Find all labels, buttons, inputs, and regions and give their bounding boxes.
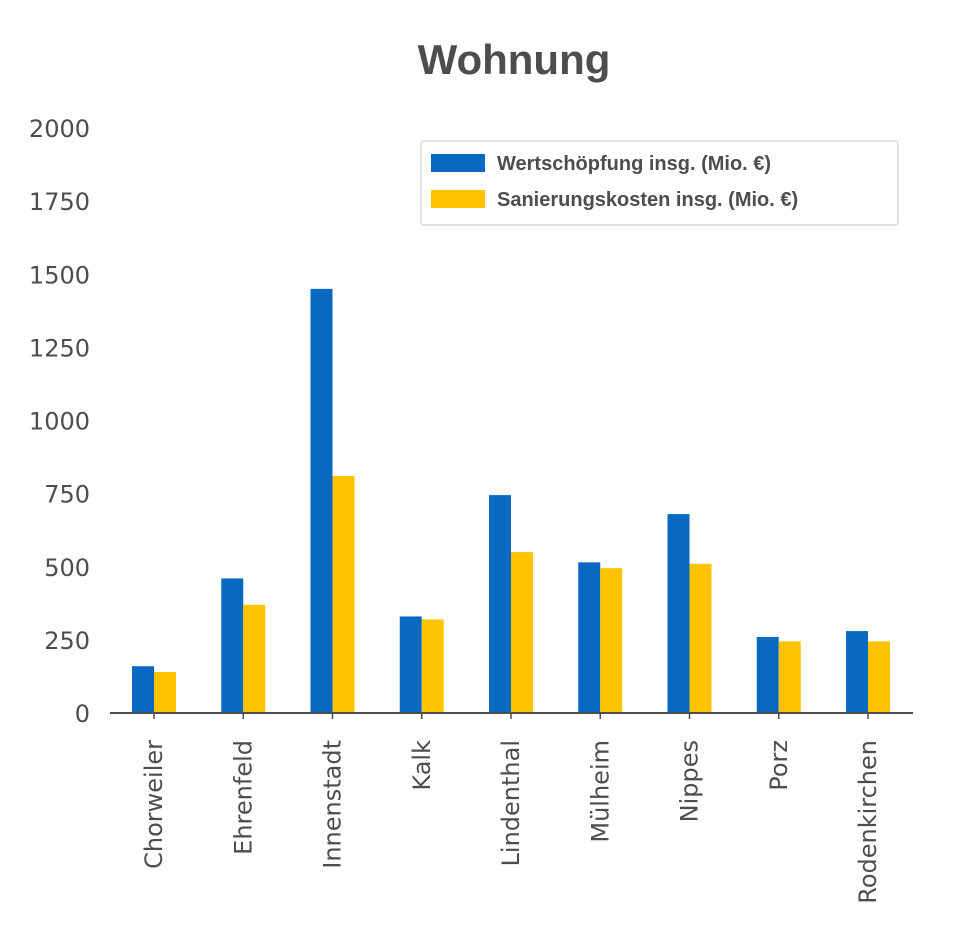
bar-wertschoepfung-5 — [578, 562, 601, 713]
bar-sanierungskosten-7 — [778, 641, 801, 713]
bar-wertschoepfung-8 — [846, 631, 868, 713]
x-tick-label: Chorweiler — [140, 740, 168, 869]
legend-label-1: Sanierungskosten insg. (Mio. €) — [497, 189, 798, 211]
y-tick-label: 1000 — [29, 408, 90, 436]
bar-wertschoepfung-0 — [132, 666, 154, 713]
y-tick-label: 1250 — [29, 334, 90, 362]
x-tick-label: Kalk — [408, 740, 436, 791]
x-tick-label: Ehrenfeld — [229, 740, 257, 855]
legend-label-0: Wertschöpfung insg. (Mio. €) — [497, 153, 771, 175]
bar-wertschoepfung-3 — [399, 616, 422, 713]
x-tick-label: Rodenkirchen — [854, 740, 882, 904]
chart-title: Wohnung — [418, 36, 611, 83]
x-tick-label: Lindenthal — [497, 740, 525, 866]
y-tick-label: 750 — [44, 481, 90, 509]
legend-swatch-0 — [431, 154, 485, 172]
bar-sanierungskosten-8 — [868, 641, 890, 713]
x-tick-label: Innenstadt — [319, 740, 347, 869]
bar-wertschoepfung-2 — [310, 288, 333, 713]
bar-wertschoepfung-6 — [667, 514, 690, 713]
bar-sanierungskosten-2 — [332, 476, 355, 713]
legend: Wertschöpfung insg. (Mio. €) Sanierungsko… — [420, 140, 899, 226]
bar-sanierungskosten-1 — [243, 604, 266, 713]
y-tick-label: 1500 — [29, 261, 90, 289]
x-axis: Chorweiler Ehrenfeld Innenstadt Kalk Lindent… — [140, 713, 882, 904]
bar-sanierungskosten-3 — [421, 619, 444, 713]
bar-sanierungskosten-5 — [600, 568, 623, 713]
y-tick-label: 0 — [75, 700, 90, 728]
x-tick-label: Nippes — [676, 740, 704, 822]
bar-wertschoepfung-4 — [489, 495, 511, 713]
y-axis: 0 250 500 750 1000 1250 1500 1750 2000 — [29, 115, 90, 728]
bars — [132, 288, 890, 713]
bar-sanierungskosten-0 — [154, 672, 176, 713]
legend-box — [420, 140, 899, 226]
y-tick-label: 1750 — [29, 188, 90, 216]
bar-wertschoepfung-7 — [756, 636, 779, 713]
bar-sanierungskosten-4 — [511, 552, 533, 713]
legend-swatch-1 — [431, 190, 485, 208]
y-tick-label: 500 — [44, 554, 90, 582]
bar-wertschoepfung-1 — [221, 578, 244, 713]
bar-sanierungskosten-6 — [689, 563, 712, 713]
y-tick-label: 2000 — [29, 115, 90, 143]
x-tick-label: Porz — [765, 740, 793, 791]
x-tick-label: Mülheim — [586, 740, 614, 843]
y-tick-label: 250 — [44, 627, 90, 655]
